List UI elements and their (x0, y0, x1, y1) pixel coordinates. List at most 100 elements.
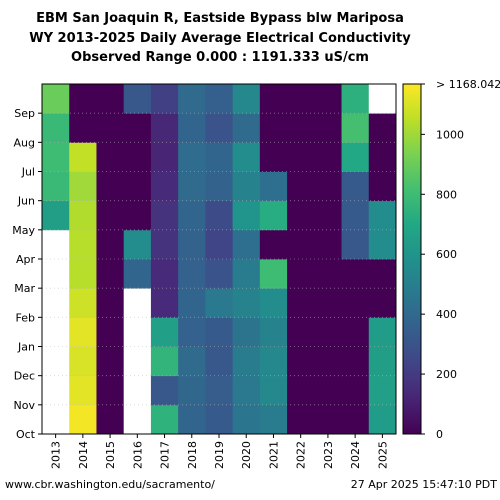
heatmap-cell (123, 171, 152, 202)
heatmap-cell (259, 142, 288, 172)
heatmap-cell (341, 375, 370, 406)
heatmap-cell (69, 113, 97, 143)
heatmap-cell (341, 404, 370, 435)
heatmap-cell (232, 346, 261, 377)
heatmap-cell (69, 84, 97, 114)
heatmap-cell (205, 375, 234, 406)
heatmap-cell (69, 200, 97, 231)
heatmap-cell (232, 375, 261, 406)
heatmap-cell (42, 113, 70, 143)
heatmap-cell (232, 142, 261, 172)
heatmap-cell (259, 84, 288, 114)
y-tick-label: Mar (14, 282, 35, 295)
heatmap-cell (178, 259, 206, 289)
heatmap-cell (69, 404, 97, 435)
footer-timestamp: 27 Apr 2025 15:47:10 PDT (350, 478, 497, 491)
heatmap-cell (150, 404, 179, 435)
heatmap-cell (287, 200, 315, 231)
heatmap-cell (96, 259, 125, 289)
heatmap-cell (42, 142, 70, 172)
heatmap-cell (150, 288, 179, 318)
heatmap-cell (368, 317, 397, 347)
heatmap-cell (42, 317, 70, 347)
heatmap-cell (232, 259, 261, 289)
heatmap-cell (150, 113, 179, 143)
y-tick-label: Jul (21, 166, 35, 179)
heatmap-cell (205, 229, 234, 260)
heatmap-cell (69, 288, 97, 318)
heatmap-cell (96, 288, 125, 318)
heatmap-cell (96, 229, 125, 260)
heatmap-cell (314, 404, 342, 435)
heatmap-cell (314, 200, 342, 231)
heatmap-cell (368, 404, 397, 435)
heatmap-cell (69, 317, 97, 347)
heatmap-cell (259, 317, 288, 347)
x-tick-label: 2023 (322, 441, 335, 469)
heatmap-cell (368, 142, 397, 172)
y-tick-label: Apr (16, 253, 36, 266)
heatmap-cell (96, 200, 125, 231)
heatmap-cell (96, 317, 125, 347)
colorbar-gradient (402, 83, 422, 435)
heatmap-cell (341, 142, 370, 172)
heatmap-cell (368, 84, 397, 114)
heatmap-cell (69, 259, 97, 289)
heatmap-cell (259, 375, 288, 406)
x-tick-label: 2024 (349, 441, 362, 469)
heatmap-cell (259, 346, 288, 377)
heatmap-cell (150, 259, 179, 289)
heatmap-cell (150, 142, 179, 172)
x-tick-label: 2013 (50, 441, 63, 469)
heatmap-cell (42, 375, 70, 406)
heatmap-cell (178, 288, 206, 318)
y-tick-label: May (12, 224, 35, 237)
heatmap-cell (123, 200, 152, 231)
heatmap-cell (205, 259, 234, 289)
heatmap-cell (150, 171, 179, 202)
x-tick-label: 2019 (213, 441, 226, 469)
heatmap-cell (123, 113, 152, 143)
heatmap-cell (259, 113, 288, 143)
heatmap-cell (232, 171, 261, 202)
heatmap-cell (287, 404, 315, 435)
heatmap-cell (368, 346, 397, 377)
heatmap-cell (205, 142, 234, 172)
y-axis: Oct Nov Dec Jan Feb Mar Apr May Jun Jul Aug Sep (12, 107, 42, 441)
chart-title-line-3: Observed Range 0.000 : 1191.333 uS/cm (71, 50, 369, 65)
y-tick-label: Sep (14, 107, 35, 120)
heatmap-cell (341, 113, 370, 143)
heatmap-cell (232, 200, 261, 231)
heatmap-cell (96, 375, 125, 406)
heatmap-cell (314, 375, 342, 406)
heatmap-cell (42, 200, 70, 231)
heatmap-cell (259, 288, 288, 318)
heatmap-cell (341, 84, 370, 114)
y-tick-label: Nov (14, 399, 36, 412)
heatmap-cell (314, 346, 342, 377)
heatmap-cell (314, 113, 342, 143)
heatmap-cell (205, 404, 234, 435)
heatmap-cell (123, 142, 152, 172)
heatmap-cell (123, 346, 152, 377)
heatmap-cell (123, 259, 152, 289)
x-tick-label: 2025 (376, 441, 389, 469)
heatmap-cell (259, 259, 288, 289)
heatmap-cell (341, 288, 370, 318)
heatmap-cell (150, 229, 179, 260)
heatmap-cell (232, 84, 261, 114)
y-tick-label: Jun (17, 195, 35, 208)
footer-source[interactable]: www.cbr.washington.edu/sacramento/ (5, 478, 215, 491)
heatmap-cell (96, 346, 125, 377)
heatmap-cell (341, 259, 370, 289)
heatmap-cell (178, 346, 206, 377)
heatmap-cell (341, 317, 370, 347)
heatmap-cell (96, 113, 125, 143)
heatmap-cell (150, 317, 179, 347)
heatmap-cell (341, 346, 370, 377)
y-tick-label: Oct (16, 428, 36, 441)
heatmap-cell (123, 84, 152, 114)
y-tick-label: Jan (17, 341, 35, 354)
